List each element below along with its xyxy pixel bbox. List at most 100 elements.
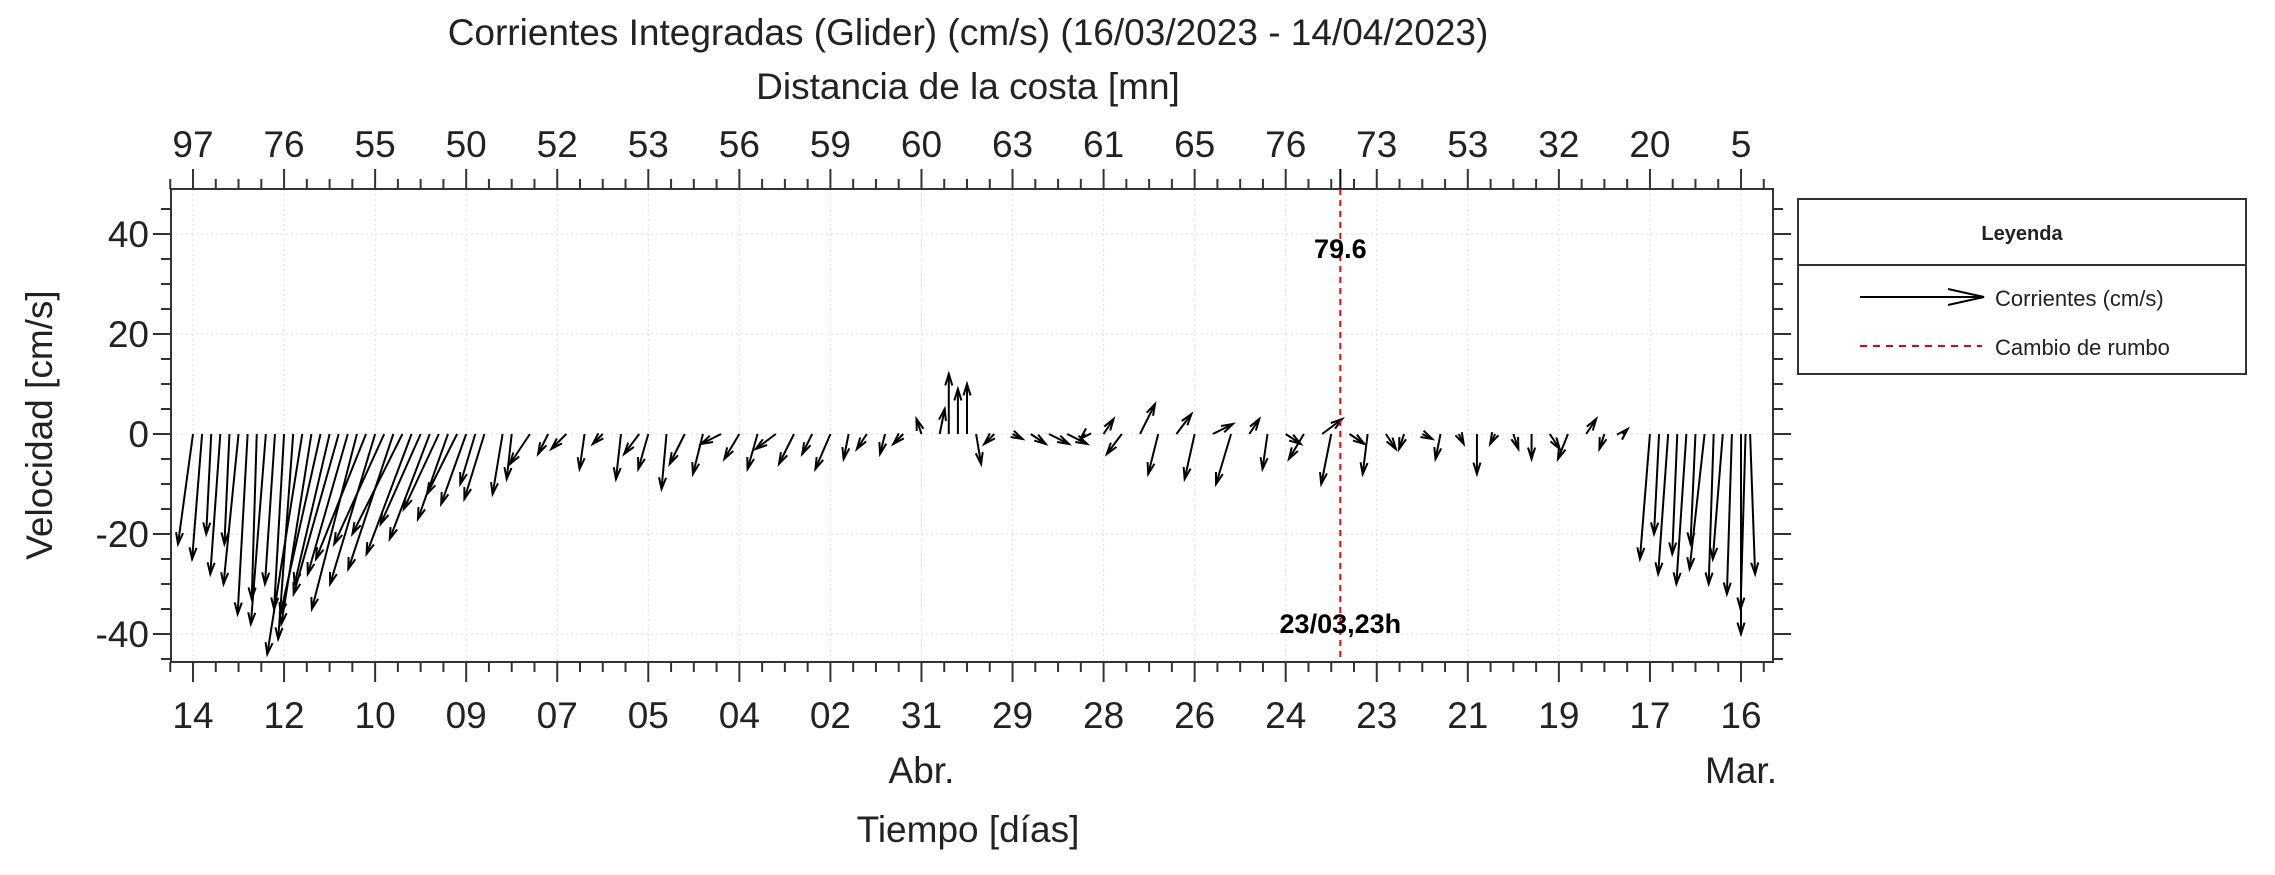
current-arrow (1359, 433, 1369, 478)
y-tick-label: 40 (108, 214, 149, 255)
current-arrow (878, 433, 888, 458)
top-tick-label: 76 (263, 124, 304, 165)
current-arrow (1650, 433, 1661, 538)
current-arrow (1104, 433, 1123, 457)
top-tick-label: 60 (901, 124, 942, 165)
current-arrow (658, 433, 668, 493)
current-arrow (310, 433, 358, 613)
legend-title: Leyenda (1981, 223, 2063, 245)
current-arrow (612, 433, 622, 483)
current-arrow (548, 433, 568, 452)
current-arrow (722, 433, 741, 462)
current-arrow (622, 433, 640, 457)
top-tick-label: 63 (992, 124, 1033, 165)
current-arrow (1319, 433, 1333, 488)
current-arrow (425, 433, 458, 498)
current-arrow (261, 433, 276, 588)
x-tick-label: 29 (992, 695, 1033, 736)
current-arrow (350, 433, 404, 538)
current-arrow (508, 433, 531, 467)
current-arrow (746, 433, 759, 473)
current-arrow (938, 405, 947, 435)
current-arrow (332, 433, 386, 548)
current-arrow (1510, 433, 1520, 453)
current-arrow (1556, 433, 1569, 463)
current-arrow (314, 433, 367, 563)
x-tick-label: 17 (1629, 695, 1670, 736)
current-arrow (1585, 416, 1599, 435)
marker-distance-label: 79.6 (1314, 234, 1367, 264)
current-arrow (576, 433, 586, 473)
current-arrow (1182, 433, 1196, 483)
course-change-marker: 79.6 23/03,23h (1280, 169, 1402, 662)
marker-date-label: 23/03,23h (1280, 609, 1402, 639)
legend: Leyenda Corrientes (cm/s) Cambio de rumb… (1797, 198, 2247, 375)
current-arrow (1175, 411, 1194, 435)
current-arrow (1548, 433, 1562, 452)
axes: 40 20 0 -20 -40 14 12 10 09 07 05 04 02 31 29 28 26 24 23 2… (96, 124, 1791, 791)
top-tick-label: 76 (1265, 124, 1306, 165)
current-arrow (536, 433, 550, 458)
current-arrow (292, 433, 340, 598)
x-tick-label: 07 (537, 695, 578, 736)
current-arrow (1348, 433, 1368, 446)
current-arrow (1102, 416, 1116, 435)
x-tick-label: 04 (719, 695, 760, 736)
current-arrow (1454, 431, 1466, 448)
current-arrow (753, 433, 777, 452)
current-arrow (347, 433, 395, 573)
current-arrow (1048, 433, 1072, 446)
current-arrow (1433, 433, 1443, 463)
vectors (175, 370, 1760, 658)
current-arrow (206, 433, 222, 578)
y-tick-label: 20 (108, 314, 149, 355)
current-arrow (1010, 429, 1026, 441)
current-arrow (590, 432, 604, 447)
top-tick-label: 56 (719, 124, 760, 165)
current-arrow (1139, 400, 1157, 435)
grid (171, 189, 1773, 662)
legend-label-course-change: Cambio de rumbo (1995, 335, 2170, 360)
current-arrow (306, 433, 349, 578)
current-arrow (1672, 433, 1688, 588)
current-arrow (1385, 433, 1398, 452)
current-arrow (854, 433, 868, 452)
current-arrow (388, 433, 431, 543)
current-arrow (440, 433, 468, 508)
legend-label-currents: Corrientes (cm/s) (1995, 286, 2164, 311)
current-arrow (1321, 416, 1345, 435)
top-tick-label: 61 (1083, 124, 1124, 165)
current-arrow (1598, 433, 1608, 453)
current-arrow (1214, 433, 1233, 488)
x-tick-label: 24 (1265, 695, 1306, 736)
current-arrow (503, 433, 513, 483)
current-arrow (841, 433, 851, 463)
current-arrow (264, 433, 304, 658)
top-tick-label: 52 (537, 124, 578, 165)
current-arrow (691, 433, 704, 478)
current-arrow (698, 433, 722, 446)
top-tick-label: 53 (1447, 124, 1488, 165)
current-arrow (1077, 427, 1092, 442)
current-arrow (981, 432, 996, 447)
plot-frame (170, 188, 1774, 663)
current-arrow (1420, 429, 1436, 441)
top-tick-label: 97 (172, 124, 213, 165)
current-arrow (1686, 433, 1706, 573)
current-arrow (1736, 433, 1747, 613)
x-tick-label: 21 (1447, 695, 1488, 736)
current-arrow (1146, 433, 1160, 478)
current-arrow (1722, 433, 1733, 598)
x-tick-label: 16 (1720, 695, 1761, 736)
x-axis-label: Tiempo [días] (857, 809, 1080, 850)
current-arrow (944, 370, 954, 434)
current-arrow (1398, 433, 1407, 453)
current-arrow (1472, 434, 1482, 478)
current-arrow (220, 433, 231, 548)
current-arrow (962, 380, 972, 434)
current-arrow (637, 433, 650, 473)
current-arrow (202, 433, 213, 538)
legend-box (1797, 198, 2247, 375)
